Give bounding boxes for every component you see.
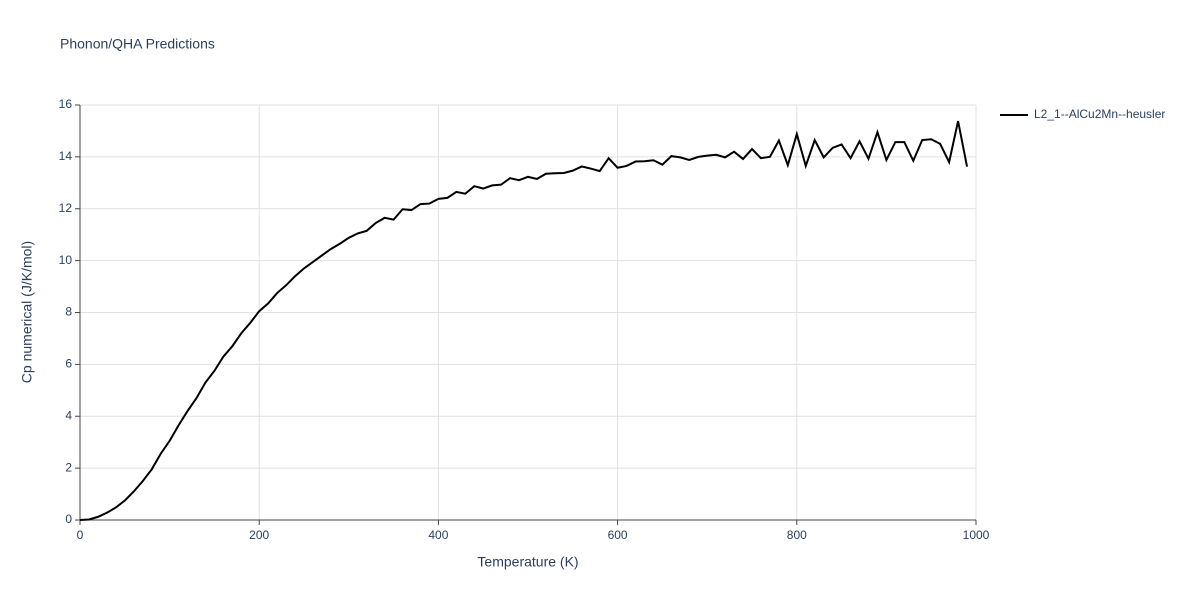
data-line [79,120,969,521]
x-tick-label: 600 [608,528,628,542]
y-tick-label: 8 [65,305,72,319]
y-tick-label: 6 [65,357,72,371]
x-tick-label: 0 [77,528,84,542]
y-tick-label: 14 [59,149,73,163]
x-axis-label: Temperature (K) [477,554,578,570]
y-tick-label: 12 [59,201,73,215]
x-tick-label: 1000 [963,528,990,542]
x-tick-label: 800 [787,528,807,542]
x-tick-label: 200 [249,528,269,542]
legend-label: L2_1--AlCu2Mn--heusler [1034,107,1165,121]
y-tick-label: 2 [65,460,72,474]
x-tick-label: 400 [428,528,448,542]
y-tick-label: 4 [65,408,72,422]
y-tick-label: 10 [59,253,73,267]
y-tick-label: 0 [65,512,72,526]
y-tick-label: 16 [59,97,73,111]
y-axis-label: Cp numerical (J/K/mol) [19,241,35,383]
chart-title: Phonon/QHA Predictions [60,36,215,52]
